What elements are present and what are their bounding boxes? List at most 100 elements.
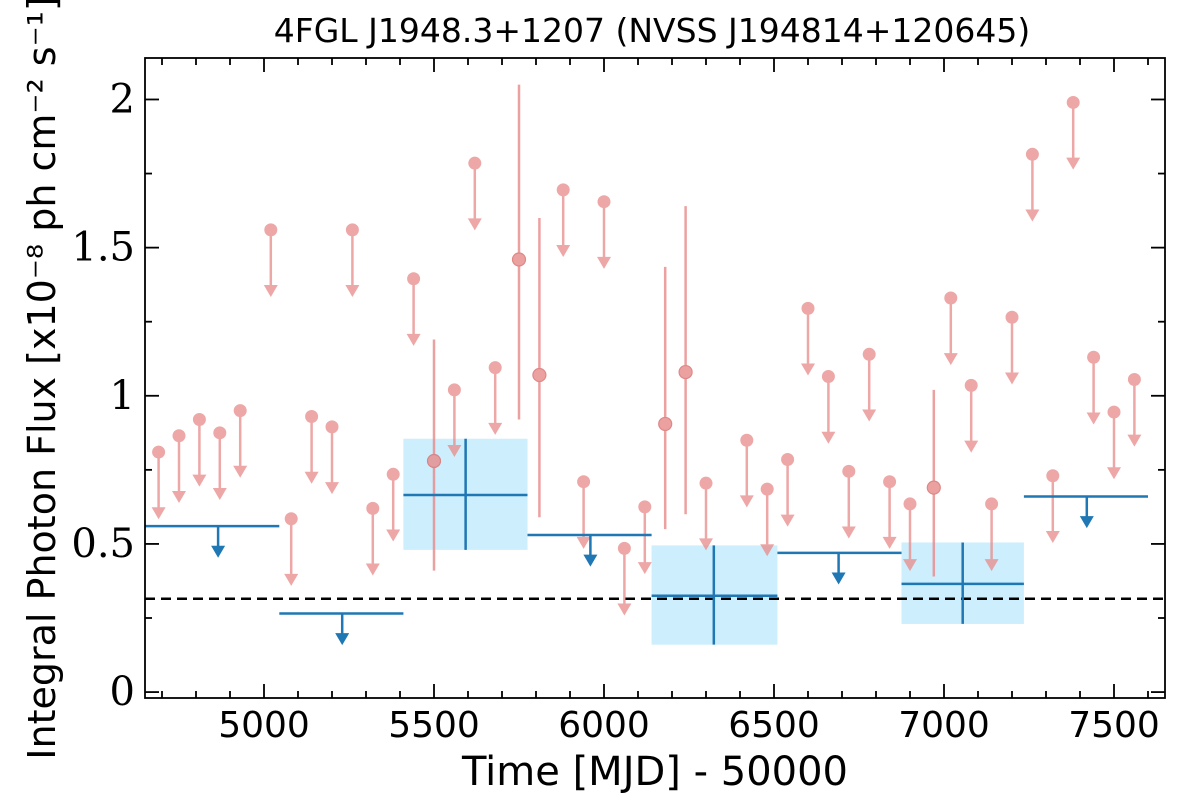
monthly-detection: [511, 84, 527, 420]
monthly-upper-limit-marker: [699, 476, 713, 490]
monthly-upper-limit: [467, 156, 482, 231]
monthly-upper-limit-marker: [801, 301, 815, 315]
plot-frame: [144, 57, 1166, 699]
monthly-upper-limit-arrow-head: [488, 422, 503, 435]
monthly-upper-limit-arrow-head: [1107, 467, 1121, 480]
monthly-upper-limit-marker: [964, 378, 978, 392]
monthly-upper-limit-marker: [386, 467, 400, 481]
monthly-upper-limit-arrow-head: [637, 562, 652, 575]
monthly-upper-limit-marker: [862, 347, 876, 361]
x-tick-label: 7500: [1068, 705, 1160, 746]
monthly-detection-marker: [532, 367, 547, 383]
monthly-upper-limit-arrow-head: [325, 482, 339, 495]
yearly-upper-limit-arrow-head: [831, 572, 846, 585]
monthly-upper-limit: [304, 410, 319, 484]
monthly-upper-limit: [739, 433, 754, 508]
monthly-upper-limit-arrow-head: [151, 507, 166, 520]
monthly-upper-limit: [1086, 350, 1101, 425]
monthly-upper-limit: [386, 467, 401, 542]
monthly-upper-limit: [192, 412, 207, 487]
monthly-upper-limit-arrow-head: [386, 529, 401, 542]
x-tick-labels: 5000 5500 6000 6500 7000 7500: [218, 705, 1160, 746]
yearly-points-layer: [145, 438, 1148, 646]
yearly-upper-limit: [145, 524, 280, 558]
monthly-upper-limit-arrow-head: [263, 285, 278, 298]
monthly-upper-limit-marker: [366, 501, 380, 515]
yearly-detection: [651, 545, 778, 645]
monthly-upper-limit-arrow-head: [821, 431, 836, 444]
yearly-upper-limit-arrow-head: [211, 545, 226, 558]
monthly-upper-limit-marker: [488, 361, 502, 375]
monthly-upper-limit: [325, 420, 339, 495]
monthly-upper-limit: [212, 426, 227, 500]
monthly-upper-limit: [1107, 405, 1121, 480]
monthly-detection: [658, 266, 673, 530]
monthly-upper-limit-marker: [1127, 372, 1141, 386]
monthly-upper-limit: [345, 223, 360, 298]
monthly-upper-limit: [406, 272, 421, 346]
monthly-upper-limit-arrow-head: [1005, 372, 1019, 385]
monthly-upper-limit: [984, 497, 999, 572]
monthly-upper-limit: [862, 347, 877, 422]
monthly-upper-limit-arrow-head: [862, 409, 877, 422]
monthly-upper-limit: [1045, 469, 1060, 543]
monthly-detection: [926, 389, 941, 577]
monthly-upper-limit-marker: [192, 412, 206, 426]
x-tick-label: 5000: [218, 705, 310, 746]
monthly-upper-limit: [841, 464, 856, 539]
yearly-upper-limit-arrow-head: [335, 633, 350, 646]
monthly-upper-limit: [964, 378, 979, 453]
monthly-upper-limit-marker: [172, 429, 186, 443]
monthly-upper-limit-marker: [638, 500, 652, 514]
monthly-upper-limit: [1066, 95, 1081, 170]
monthly-upper-limit-arrow-head: [1025, 209, 1040, 222]
x-tick-label: 6500: [728, 705, 820, 746]
monthly-upper-limit: [1005, 310, 1019, 385]
y-tick-label: 1: [110, 373, 135, 419]
chart-title: 4FGL J1948.3+1207 (NVSS J194814+120645): [274, 11, 1030, 50]
monthly-upper-limit-marker: [345, 223, 359, 237]
monthly-upper-limit-marker: [284, 512, 298, 526]
monthly-upper-limit-arrow-head: [984, 559, 999, 572]
monthly-upper-limit: [172, 429, 186, 503]
monthly-upper-limit: [699, 476, 713, 551]
monthly-upper-limit-marker: [1025, 147, 1039, 161]
x-tick-label: 6000: [558, 705, 650, 746]
monthly-upper-limit: [1025, 147, 1040, 222]
monthly-upper-limit: [1127, 372, 1142, 447]
monthly-upper-limit-arrow-head: [617, 603, 632, 616]
monthly-upper-limit-marker: [944, 291, 958, 305]
monthly-upper-limit-marker: [447, 383, 461, 397]
monthly-upper-limit-marker: [233, 404, 247, 418]
monthly-upper-limit-arrow-head: [576, 536, 591, 549]
monthly-upper-limit-marker: [305, 410, 319, 424]
monthly-upper-limit-arrow-head: [1086, 412, 1101, 425]
monthly-detection-marker: [511, 252, 527, 267]
monthly-upper-limit-arrow-head: [345, 285, 360, 298]
monthly-upper-limit-arrow-head: [739, 495, 754, 508]
monthly-upper-limit: [576, 475, 591, 549]
monthly-upper-limit-marker: [264, 223, 278, 237]
monthly-detection-marker: [426, 453, 442, 469]
monthly-upper-limit-marker: [1005, 310, 1019, 324]
monthly-upper-limit-arrow-head: [699, 538, 713, 551]
monthly-upper-limit-marker: [903, 497, 917, 511]
monthly-upper-limit-marker: [1087, 350, 1101, 364]
monthly-upper-limit-arrow-head: [304, 471, 319, 484]
monthly-upper-limit: [556, 183, 571, 258]
y-tick-label: 2: [110, 76, 135, 122]
monthly-upper-limit-marker: [985, 497, 999, 511]
monthly-upper-limit-marker: [842, 464, 856, 478]
axis-ticks-layer: [145, 58, 1165, 698]
yearly-upper-limit: [777, 551, 902, 585]
monthly-upper-limit-arrow-head: [447, 445, 462, 458]
monthly-detection: [532, 218, 547, 518]
monthly-upper-limit-arrow-head: [882, 536, 897, 549]
monthly-upper-limit-marker: [1066, 95, 1080, 109]
monthly-upper-limit-arrow-head: [284, 573, 299, 586]
monthly-upper-limit: [447, 383, 462, 458]
monthly-upper-limit-marker: [577, 475, 591, 489]
monthly-upper-limit-arrow-head: [801, 363, 815, 376]
monthly-upper-limit-arrow-head: [467, 218, 482, 231]
monthly-detection-marker: [658, 416, 673, 432]
